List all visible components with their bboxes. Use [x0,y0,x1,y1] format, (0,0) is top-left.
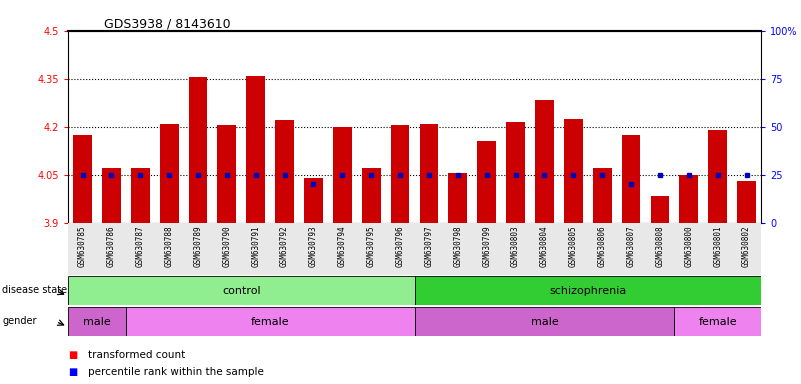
Bar [73,135,92,223]
Bar [477,141,496,223]
Text: GSM630788: GSM630788 [165,225,174,267]
Text: ■: ■ [68,350,78,360]
Text: GSM630805: GSM630805 [569,225,578,267]
Bar [564,119,582,223]
Text: GSM630802: GSM630802 [742,225,751,267]
Bar [218,125,236,223]
Text: male: male [530,316,558,327]
Text: GSM630791: GSM630791 [252,225,260,267]
Bar [674,307,761,336]
Text: transformed count: transformed count [88,350,185,360]
Bar [415,307,674,336]
Text: GSM630804: GSM630804 [540,225,549,267]
Text: GSM630803: GSM630803 [511,225,520,267]
Text: GSM630789: GSM630789 [194,225,203,267]
Text: GSM630797: GSM630797 [425,225,433,267]
Bar [449,173,467,223]
Text: GSM630798: GSM630798 [453,225,462,267]
Bar [188,77,207,223]
Bar [276,120,294,223]
Text: GSM630808: GSM630808 [655,225,664,267]
Bar [362,168,380,223]
Bar [650,195,670,223]
Text: GSM630796: GSM630796 [396,225,405,267]
Text: GSM630801: GSM630801 [713,225,723,267]
Bar [391,125,409,223]
Bar [593,168,611,223]
Text: GSM630799: GSM630799 [482,225,491,267]
Text: male: male [83,316,111,327]
Bar [415,276,761,305]
Text: GSM630807: GSM630807 [626,225,635,267]
Text: GSM630792: GSM630792 [280,225,289,267]
Bar [420,124,438,223]
Bar [506,122,525,223]
Text: GDS3938 / 8143610: GDS3938 / 8143610 [104,17,231,30]
Text: disease state: disease state [2,285,67,295]
Bar [68,307,126,336]
Bar [102,168,121,223]
Text: GSM630800: GSM630800 [684,225,694,267]
Text: GSM630785: GSM630785 [78,225,87,267]
Text: GSM630787: GSM630787 [135,225,145,267]
Text: control: control [222,286,260,296]
Text: GSM630786: GSM630786 [107,225,116,267]
Bar [333,127,352,223]
Bar [622,135,641,223]
Bar [126,307,415,336]
Bar [68,276,415,305]
Bar [247,76,265,223]
Text: GSM630806: GSM630806 [598,225,606,267]
Bar [131,168,150,223]
Text: female: female [251,316,289,327]
Bar [737,181,756,223]
Text: GSM630790: GSM630790 [223,225,231,267]
Text: GSM630795: GSM630795 [367,225,376,267]
Text: GSM630794: GSM630794 [338,225,347,267]
Text: ■: ■ [68,367,78,377]
Text: female: female [698,316,737,327]
Text: schizophrenia: schizophrenia [549,286,626,296]
Text: GSM630793: GSM630793 [309,225,318,267]
Bar [708,130,727,223]
Bar [159,124,179,223]
Bar [304,178,323,223]
Bar [535,99,553,223]
Bar [679,175,698,223]
Text: percentile rank within the sample: percentile rank within the sample [88,367,264,377]
Text: gender: gender [2,316,37,326]
